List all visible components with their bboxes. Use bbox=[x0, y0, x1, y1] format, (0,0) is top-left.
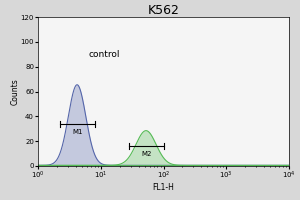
X-axis label: FL1-H: FL1-H bbox=[153, 183, 175, 192]
Title: K562: K562 bbox=[148, 4, 179, 17]
Y-axis label: Counts: Counts bbox=[10, 78, 19, 105]
Text: control: control bbox=[88, 50, 120, 59]
Text: M2: M2 bbox=[141, 151, 152, 157]
Text: M1: M1 bbox=[72, 129, 83, 135]
